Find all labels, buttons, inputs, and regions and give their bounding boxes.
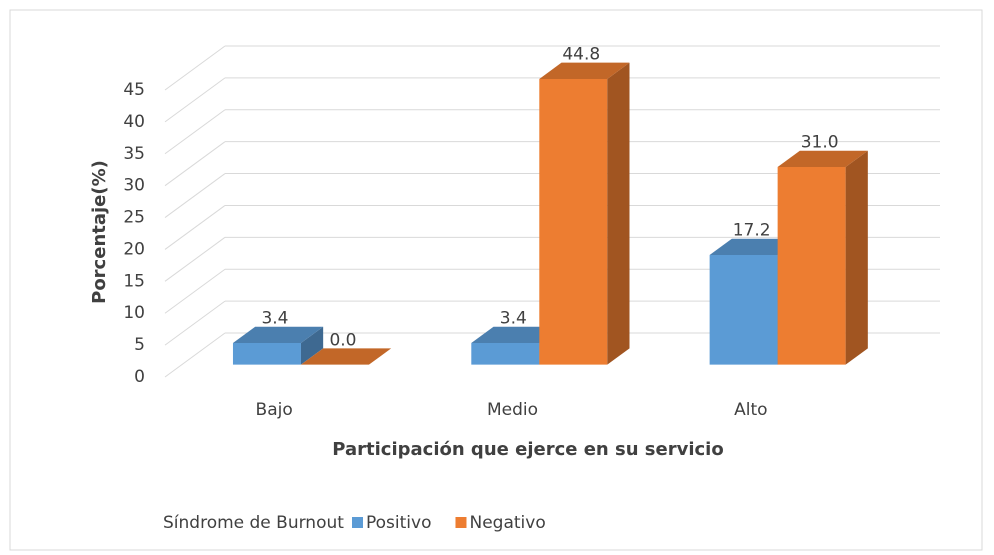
y-tick-label: 0 <box>134 367 145 387</box>
bar-top <box>777 150 868 167</box>
bar <box>539 62 630 365</box>
grid-line-side <box>164 109 226 155</box>
y-tick-label: 35 <box>123 144 145 164</box>
bar-front <box>471 342 540 365</box>
data-label: 31.0 <box>801 133 839 153</box>
y-tick-label: 20 <box>123 239 145 259</box>
y-tick-label: 30 <box>123 176 145 196</box>
data-label: 17.2 <box>733 221 771 241</box>
legend-swatch <box>352 517 363 528</box>
data-label: 3.4 <box>500 309 527 329</box>
x-axis-title: Participación que ejerce en su servicio <box>332 439 723 460</box>
bar-top <box>471 326 562 343</box>
bar <box>777 150 868 365</box>
data-label: 3.4 <box>261 309 288 329</box>
x-tick-label: Bajo <box>256 400 293 420</box>
grid-line-side <box>164 205 226 250</box>
grid-line-side <box>164 45 226 91</box>
legend-swatch <box>455 517 467 528</box>
bar-top <box>709 238 800 255</box>
bar-top <box>232 326 324 343</box>
y-tick-label: 10 <box>123 303 145 323</box>
bar-side <box>845 150 868 365</box>
grid-line-side <box>164 236 226 282</box>
y-tick-label: 15 <box>123 271 145 291</box>
grid-line-side <box>164 141 226 187</box>
data-label: 0.0 <box>329 330 356 350</box>
y-tick-label: 40 <box>123 112 145 132</box>
y-tick-label: 5 <box>134 335 145 355</box>
bar-top <box>300 348 392 365</box>
legend-title: Síndrome de Burnout <box>163 513 344 533</box>
y-tick-label: 25 <box>123 208 145 228</box>
x-tick-label: Medio <box>487 400 538 420</box>
grid-line-side <box>164 332 226 378</box>
bar-front <box>539 78 608 365</box>
bar-front <box>777 166 846 365</box>
bar <box>232 326 324 365</box>
bar-side <box>300 326 324 365</box>
y-axis-title: Porcentaje(%) <box>89 160 110 304</box>
legend-label: Positivo <box>366 513 431 533</box>
bar-front <box>232 342 301 365</box>
x-tick-label: Alto <box>734 400 767 420</box>
grid-line-side <box>164 77 226 123</box>
grid-line-side <box>164 173 226 218</box>
bar <box>300 348 392 365</box>
bar-top <box>539 62 630 79</box>
legend-label: Negativo <box>469 513 545 533</box>
data-label: 44.8 <box>562 45 600 65</box>
bar-side <box>607 62 630 365</box>
bar-front <box>709 254 778 365</box>
grid-line-side <box>164 300 226 346</box>
grid-line-side <box>164 268 226 314</box>
y-tick-label: 45 <box>123 80 145 100</box>
